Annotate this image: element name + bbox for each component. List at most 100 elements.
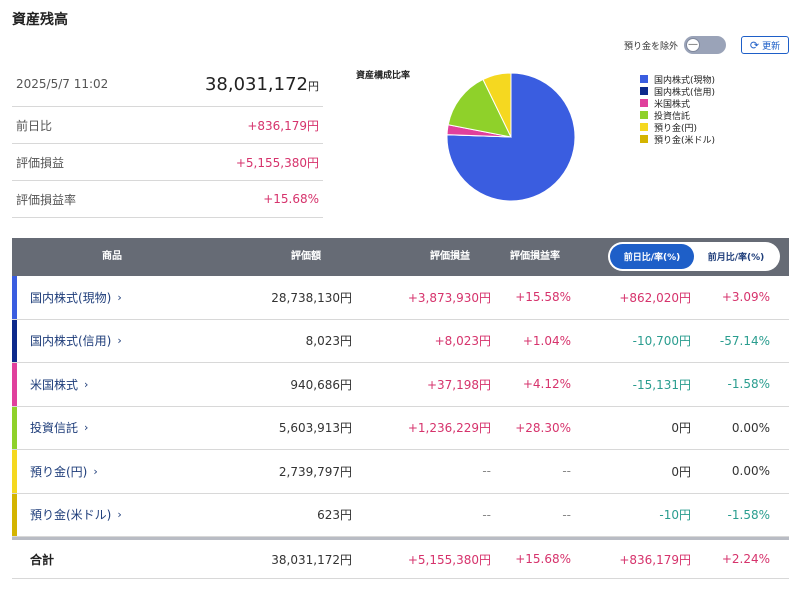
cell-value: 5,603,913円 [278,421,352,436]
summary-total-unit: 円 [308,79,319,93]
chevron-right-icon: › [84,421,89,435]
cell-gain-rate: +1.04% [522,333,571,348]
category-color-bar [12,493,17,536]
legend-item: 国内株式(現物) [640,73,716,86]
legend-swatch [640,111,648,119]
allocation-pie-chart [446,72,576,202]
total-change-rate: +2.24% [721,552,770,566]
page-title: 資産残高 [12,12,68,28]
pie-title: 資産構成比率 [356,71,411,81]
summary-total-row: 2025/5/7 11:02 38,031,172円 [12,62,323,107]
pie-slice-3 [447,78,512,138]
legend-swatch [640,99,648,107]
summary-label: 評価損益 [16,155,65,170]
cell-value: 2,739,797円 [278,464,352,479]
cell-value: 8,023円 [305,334,352,349]
table-row: 預り金(米ドル) › 623円 -- -- -10円 -1.58% [12,493,789,537]
header-value: 評価額 [291,251,321,262]
cell-gain: +37,198円 [426,377,491,392]
exclude-deposit-toggle[interactable]: — [684,36,727,54]
summary-row-gain: 評価損益 +5,155,380円 [12,144,323,181]
category-color-bar [12,406,17,449]
cell-change-rate: -57.14% [719,333,770,348]
cell-gain: +3,873,930円 [407,290,491,305]
cell-gain-rate: -- [562,464,571,479]
product-link[interactable]: 国内株式(現物) › [30,276,122,319]
table-row: 預り金(円) › 2,739,797円 -- -- 0円 0.00% [12,450,789,494]
chevron-right-icon: › [117,290,122,304]
cell-gain-rate: -- [562,507,571,522]
legend-item: 国内株式(信用) [640,85,715,98]
cell-change: 0円 [671,464,691,479]
legend-label: 預り金(円) [654,123,698,134]
toggle-knob: — [686,38,701,52]
cell-change-rate: -1.58% [727,507,770,522]
product-name: 預り金(円) [30,464,88,479]
summary-value: +836,179円 [247,118,319,133]
refresh-label: 更新 [762,41,781,52]
product-name: 米国株式 [30,377,79,392]
category-color-bar [12,450,17,493]
legend-label: 米国株式 [654,99,691,110]
cell-gain: +1,236,229円 [407,421,491,436]
legend-swatch [640,75,648,83]
exclude-deposit-label: 預り金を除外 [624,41,679,52]
cell-value: 28,738,130円 [271,290,352,305]
summary-total: 38,031,172円 [205,74,319,95]
refresh-icon: ⟳ [749,38,760,52]
cell-value: 623円 [317,508,352,523]
total-change: +836,179円 [619,552,691,567]
tab-day-change[interactable]: 前日比/率(%) [610,244,694,269]
legend-swatch [640,87,648,95]
cell-gain-rate: +28.30% [515,420,571,435]
summary-total-value: 38,031,172 [204,73,308,95]
legend-item: 米国株式 [640,97,715,110]
legend-item: 預り金(円) [640,121,715,134]
summary-value: +5,155,380円 [235,155,319,170]
product-link[interactable]: 国内株式(信用) › [30,320,122,363]
product-link[interactable]: 投資信託 › [30,407,88,450]
cell-change: -15,131円 [632,377,691,392]
change-period-switch: 前日比/率(%) 前月比/率(%) [608,242,780,271]
summary-datetime: 2025/5/7 11:02 [16,77,109,91]
chevron-right-icon: › [84,377,89,391]
table-row: 米国株式 › 940,686円 +37,198円 +4.12% -15,131円… [12,363,789,407]
summary-panel: 2025/5/7 11:02 38,031,172円 前日比 +836,179円… [12,62,323,218]
cell-value: 940,686円 [290,377,352,392]
total-value: 38,031,172円 [271,552,352,567]
holdings-table: 商品 評価額 評価損益 評価損益率 前日比/率(%) 前月比/率(%) 国内株式… [12,238,789,579]
category-color-bar [12,363,17,406]
product-name: 国内株式(現物) [30,290,112,305]
chevron-right-icon: › [117,334,122,348]
tab-month-change[interactable]: 前月比/率(%) [707,253,765,263]
cell-change-rate: 0.00% [731,420,770,435]
cell-change: 0円 [671,421,691,436]
cell-change: -10,700円 [632,334,691,349]
summary-label: 評価損益率 [16,192,77,207]
exclude-deposit-control: 預り金を除外 — [624,36,727,54]
product-link[interactable]: 預り金(米ドル) › [30,494,122,537]
pie-legend: 国内株式(現物) 国内株式(信用) 米国株式 投資信託 預り金(円) 預り金(米ドル) [640,73,716,146]
product-link[interactable]: 預り金(円) › [30,450,98,493]
table-row: 投資信託 › 5,603,913円 +1,236,229円 +28.30% 0円… [12,406,789,450]
total-gain: +5,155,380円 [407,552,491,567]
legend-label: 国内株式(現物) [654,75,716,86]
cell-gain-rate: +4.12% [522,377,571,392]
product-name: 投資信託 [30,421,79,436]
category-color-bar [12,319,17,362]
product-name: 国内株式(信用) [30,334,112,349]
table-row: 国内株式(現物) › 28,738,130円 +3,873,930円 +15.5… [12,276,789,320]
cell-change-rate: +3.09% [721,290,770,305]
header-gain-rate: 評価損益率 [510,251,560,262]
cell-gain: -- [482,464,491,479]
legend-item: 預り金(米ドル) [640,133,716,146]
summary-value: +15.68% [263,192,319,206]
legend-label: 預り金(米ドル) [654,135,716,146]
product-link[interactable]: 米国株式 › [30,363,88,406]
product-name: 預り金(米ドル) [30,508,112,523]
refresh-button[interactable]: ⟳ 更新 [741,36,789,54]
chevron-right-icon: › [93,464,98,478]
legend-label: 投資信託 [654,111,691,122]
table-row: 国内株式(信用) › 8,023円 +8,023円 +1.04% -10,700… [12,319,789,363]
header-product: 商品 [102,251,122,262]
